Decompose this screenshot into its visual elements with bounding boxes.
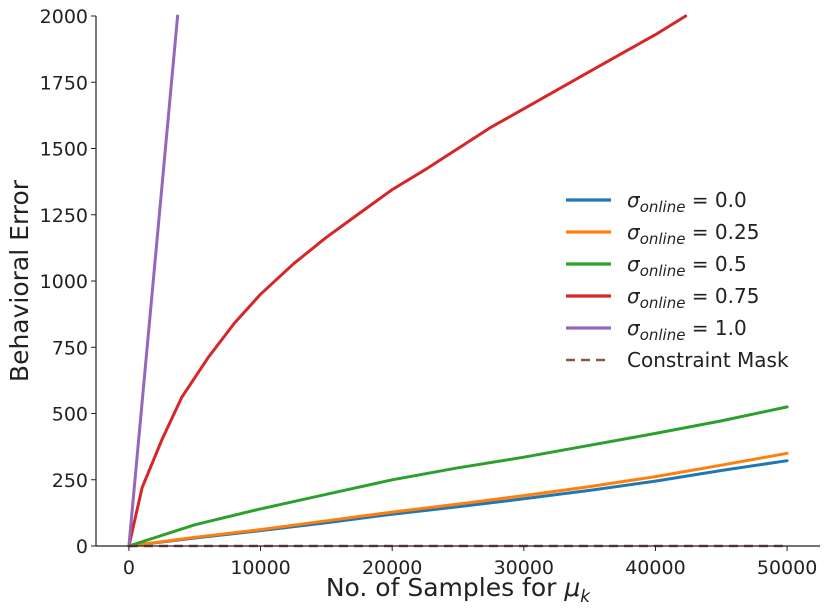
legend-value: = 0.0: [685, 188, 746, 212]
y-tick-label: 250: [52, 470, 88, 492]
series-line-3: [127, 14, 688, 548]
legend-subscript: online: [640, 230, 686, 248]
legend-subscript: online: [640, 198, 686, 216]
legend-symbol: σ: [627, 252, 641, 276]
series-line-1: [127, 451, 789, 548]
x-tick-label: 10000: [230, 557, 290, 579]
legend-subscript: online: [640, 262, 686, 280]
y-tick-label: 0: [76, 536, 88, 558]
legend-symbol: σ: [627, 188, 641, 212]
y-tick-label: 500: [52, 404, 88, 426]
legend-label-2: σonline = 0.5: [627, 252, 747, 280]
x-ticks: 0 10000 20000 30000 40000 50000: [123, 546, 817, 579]
series-line-2: [127, 405, 789, 548]
legend-subscript: online: [640, 326, 686, 344]
x-tick-label: 50000: [757, 557, 817, 579]
legend-label-4: σonline = 1.0: [627, 316, 747, 344]
x-axis-label-text: No. of Samples for: [326, 573, 565, 602]
x-axis-label-subscript: k: [580, 587, 591, 607]
legend-value: = 0.25: [685, 220, 759, 244]
y-tick-label: 2000: [40, 6, 88, 28]
x-tick-label: 30000: [494, 557, 554, 579]
legend-label-1: σonline = 0.25: [627, 220, 759, 248]
x-axis-label: No. of Samples for μk: [326, 573, 591, 607]
x-tick-label: 0: [123, 557, 135, 579]
y-ticks: 0 250 500 750 1000 1250 1500 1750 2000: [40, 6, 96, 558]
y-tick-label: 750: [52, 337, 88, 359]
legend-value: = 1.0: [685, 316, 746, 340]
y-tick-label: 1000: [40, 271, 88, 293]
legend-symbol: σ: [627, 220, 641, 244]
legend-value: = 0.75: [685, 284, 759, 308]
y-tick-label: 1750: [40, 72, 88, 94]
legend-label-0: σonline = 0.0: [627, 188, 747, 216]
y-axis-label: Behavioral Error: [5, 179, 34, 382]
series-layer: [127, 14, 789, 548]
legend-symbol: σ: [627, 284, 641, 308]
series-line-4: [127, 14, 180, 548]
y-tick-label: 1250: [40, 205, 88, 227]
x-tick-label: 40000: [625, 557, 685, 579]
legend-value: = 0.5: [685, 252, 746, 276]
x-axis-label-symbol: μ: [563, 573, 580, 602]
y-tick-label: 1500: [40, 139, 88, 161]
x-tick-label: 20000: [362, 557, 422, 579]
legend-subscript: online: [640, 294, 686, 312]
legend-label-3: σonline = 0.75: [627, 284, 759, 312]
legend-label-5: Constraint Mask: [627, 348, 789, 372]
legend-symbol: σ: [627, 316, 641, 340]
